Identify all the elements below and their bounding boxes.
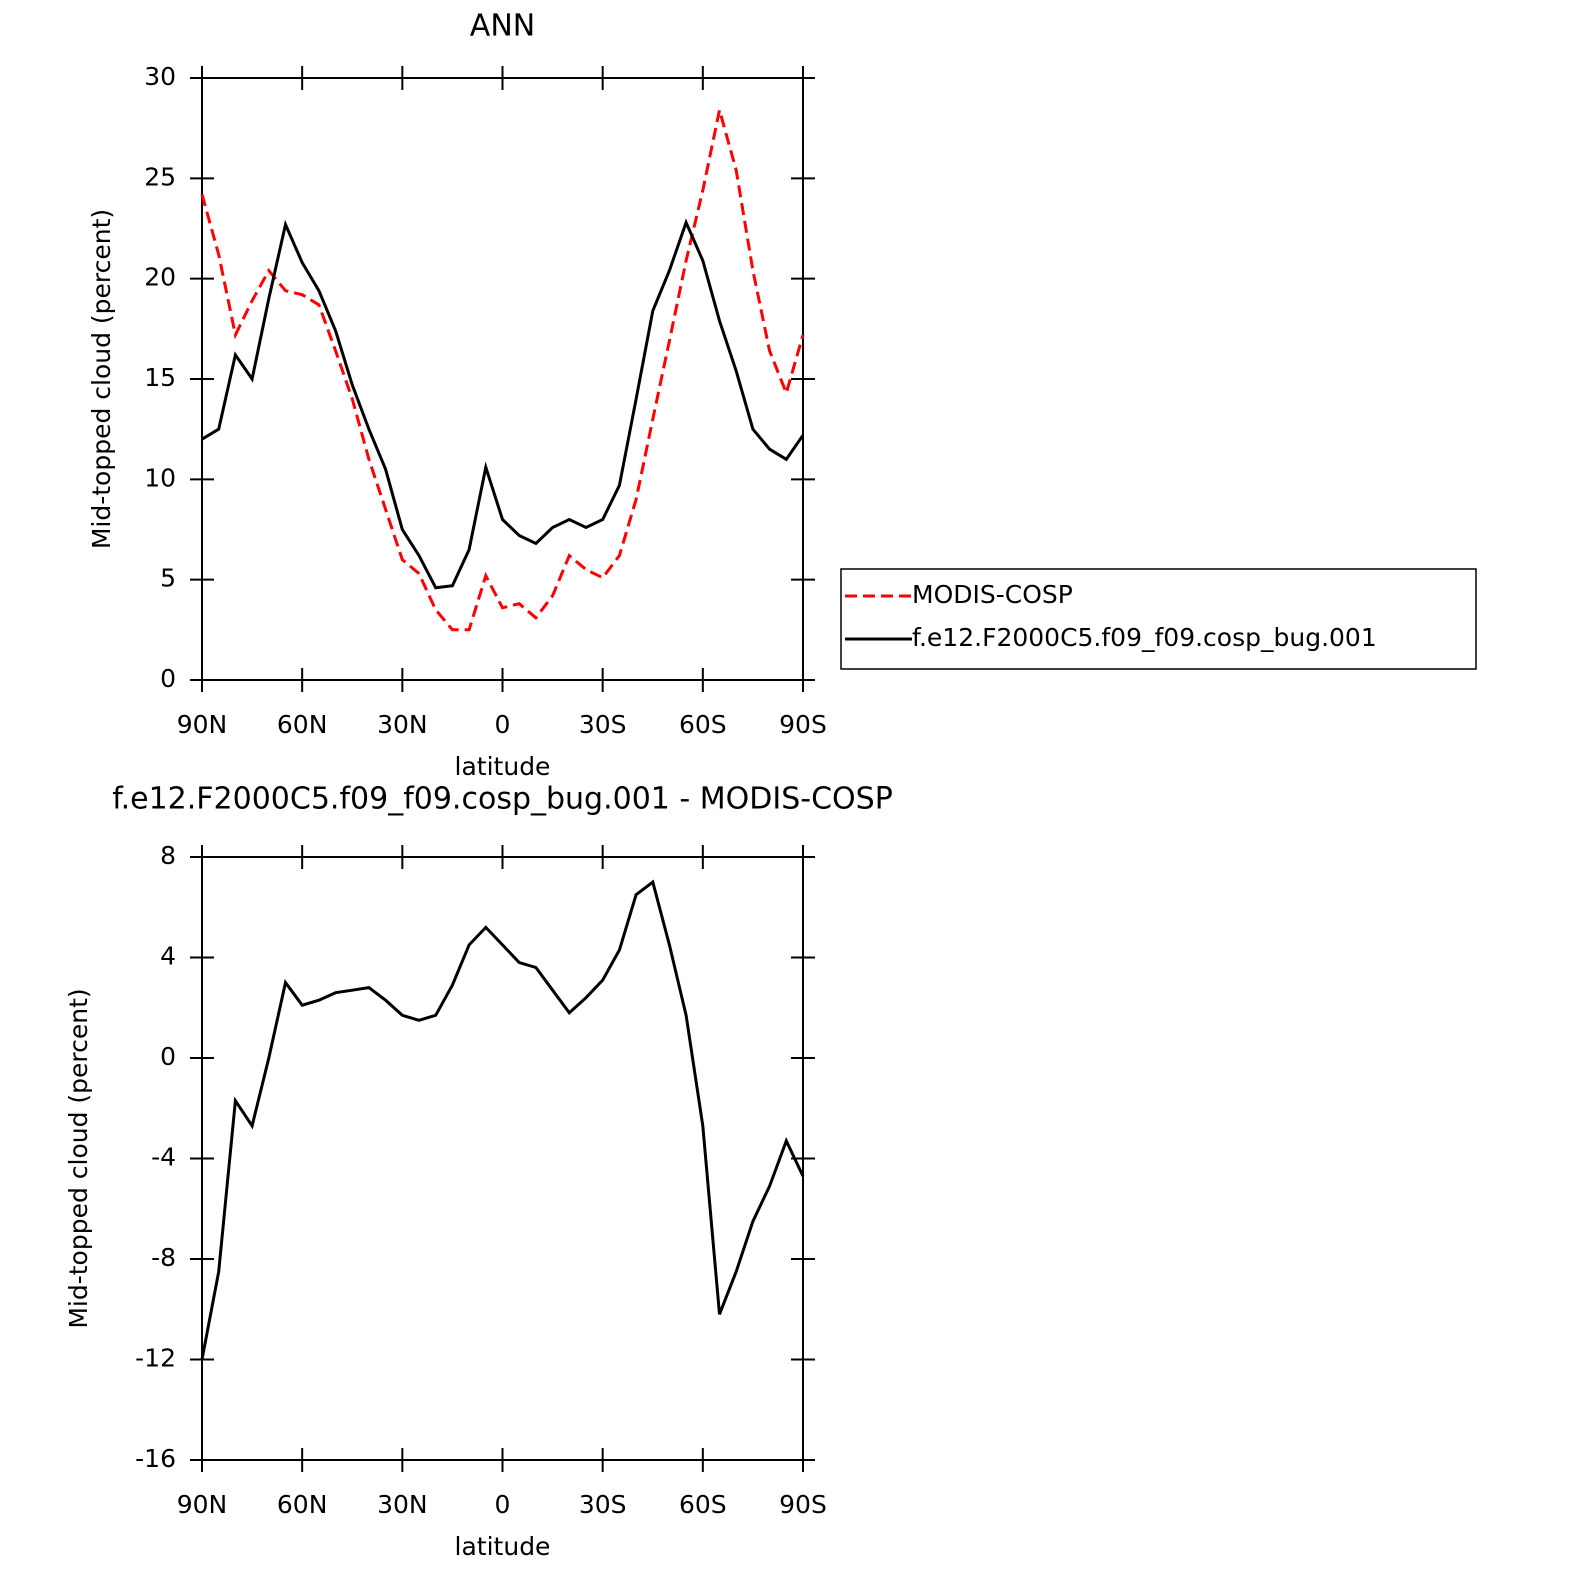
x-tick-label: 30N: [377, 1490, 428, 1519]
y-tick-label: 15: [144, 363, 176, 392]
plot-frame: [201, 856, 804, 1461]
x-tick-label: 60N: [277, 710, 328, 739]
x-tick-label: 90S: [779, 1490, 827, 1519]
x-tick-label: 60S: [679, 1490, 727, 1519]
x-tick-label: 90S: [779, 710, 827, 739]
x-tick-label: 0: [495, 710, 511, 739]
y-tick-label: 5: [160, 564, 176, 593]
y-tick-label: -12: [135, 1344, 176, 1373]
y-tick-label: 4: [160, 942, 176, 971]
legend-label: MODIS-COSP: [912, 580, 1073, 609]
x-tick-label: 30S: [579, 710, 627, 739]
chart-title: ANN: [470, 9, 535, 44]
legend-label: f.e12.F2000C5.f09_f09.cosp_bug.001: [912, 623, 1377, 652]
x-tick-label: 60S: [679, 710, 727, 739]
x-tick-label: 30S: [579, 1490, 627, 1519]
chart-title: f.e12.F2000C5.f09_f09.cosp_bug.001 - MOD…: [112, 782, 893, 817]
y-axis-label: Mid-topped cloud (percent): [64, 988, 93, 1328]
y-tick-label: 0: [160, 664, 176, 693]
x-axis-label: latitude: [455, 752, 551, 781]
y-tick-label: 8: [160, 841, 176, 870]
y-tick-label: -16: [135, 1444, 176, 1473]
x-tick-label: 90N: [177, 1490, 228, 1519]
x-tick-label: 90N: [177, 710, 228, 739]
legend-box: [840, 568, 1477, 670]
y-tick-label: 20: [144, 263, 176, 292]
x-axis-label: latitude: [455, 1532, 551, 1561]
y-tick-label: 25: [144, 162, 176, 191]
y-tick-label: -4: [151, 1143, 176, 1172]
data-line: [200, 879, 805, 1360]
x-tick-label: 0: [495, 1490, 511, 1519]
plot-frame: [201, 77, 804, 681]
y-tick-label: -8: [151, 1243, 176, 1272]
x-tick-label: 30N: [377, 710, 428, 739]
y-tick-label: 0: [160, 1042, 176, 1071]
data-line: [200, 109, 805, 632]
data-line: [201, 218, 805, 590]
y-tick-label: 30: [144, 62, 176, 91]
y-axis-label: Mid-topped cloud (percent): [87, 209, 116, 549]
y-tick-label: 10: [144, 463, 176, 492]
x-tick-label: 60N: [277, 1490, 328, 1519]
